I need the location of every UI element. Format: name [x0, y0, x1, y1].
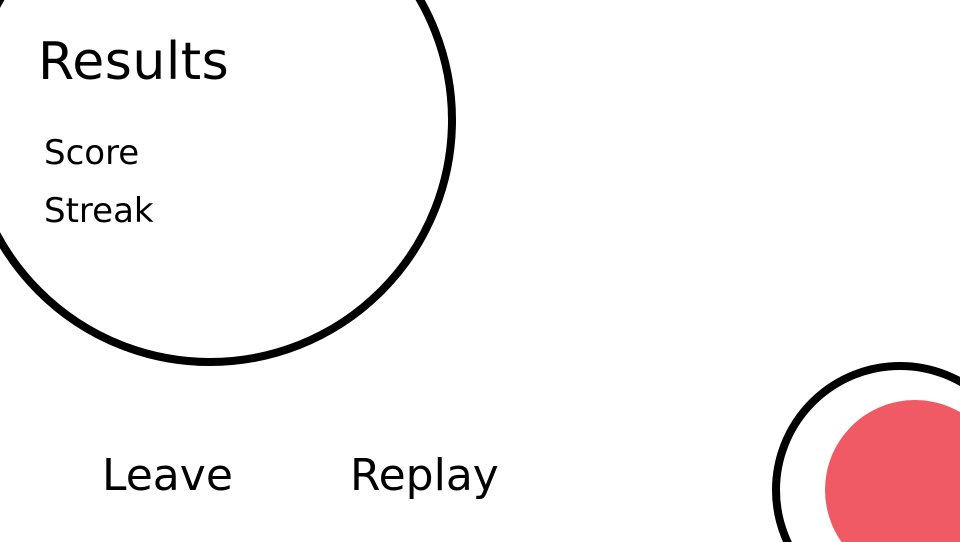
results-circle — [0, 0, 456, 366]
streak-label: Streak — [44, 191, 154, 231]
score-label: Score — [44, 133, 140, 173]
replay-button[interactable]: Replay — [350, 450, 499, 501]
record-outline-circle — [772, 362, 960, 542]
record-fill-circle — [825, 400, 960, 542]
leave-button[interactable]: Leave — [102, 450, 233, 501]
results-title: Results — [38, 32, 230, 92]
